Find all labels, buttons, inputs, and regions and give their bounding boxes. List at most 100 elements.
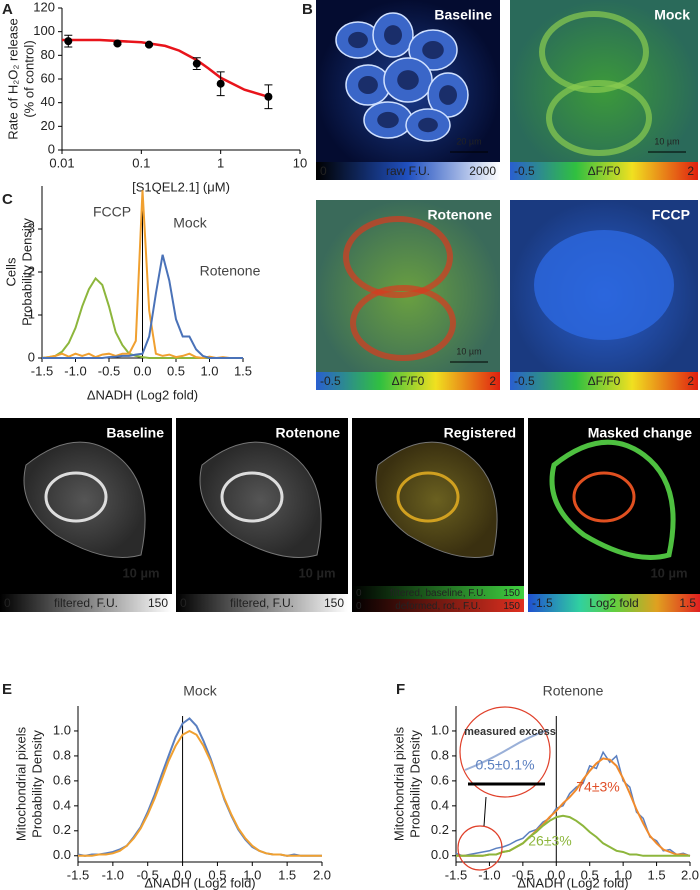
colorbar-max: 2 bbox=[687, 374, 694, 388]
image-label: FCCP bbox=[652, 207, 690, 223]
x-tick-label: 1.5 bbox=[234, 363, 252, 378]
legend-label: Rotenone bbox=[200, 263, 261, 279]
y-tick-label: 120 bbox=[33, 0, 55, 14]
colorbar-min: 0 bbox=[356, 588, 362, 599]
data-point bbox=[192, 59, 201, 68]
colorbar bbox=[316, 372, 500, 390]
y-axis-label: Mitochondrial pixels bbox=[13, 726, 28, 841]
scale-bar-label: 10 µm bbox=[456, 346, 481, 356]
cell-shape bbox=[350, 285, 456, 361]
y-tick-label: 1.0 bbox=[431, 722, 449, 737]
series-line bbox=[78, 729, 322, 857]
colorbar bbox=[0, 594, 172, 612]
colorbar-max: 150 bbox=[324, 596, 344, 610]
scale-bar-label: 10 µm bbox=[298, 565, 335, 580]
nucleus bbox=[418, 117, 438, 133]
x-tick-label: 0.0 bbox=[174, 867, 192, 882]
y-tick-label: 100 bbox=[33, 23, 55, 38]
nucleus bbox=[220, 471, 284, 523]
colorbar-label: filtered, F.U. bbox=[54, 596, 118, 610]
x-tick-label: 1.0 bbox=[243, 867, 261, 882]
panel-letter: A bbox=[2, 1, 13, 18]
colorbar-label: Log2 fold bbox=[589, 596, 638, 610]
nucleus bbox=[439, 85, 457, 105]
y-tick-label: 0.2 bbox=[431, 822, 449, 837]
image-label: Rotenone bbox=[275, 425, 340, 441]
x-tick-label: 0.5 bbox=[208, 867, 226, 882]
y-tick-label: 0.0 bbox=[431, 847, 449, 862]
series-line bbox=[41, 190, 243, 360]
zoom-circle bbox=[457, 825, 503, 871]
data-point bbox=[216, 79, 225, 88]
colorbar-max: 2 bbox=[687, 164, 694, 178]
image-label: Rotenone bbox=[427, 207, 492, 223]
colorbar-max: 2 bbox=[489, 374, 496, 388]
nucleus bbox=[377, 111, 399, 129]
x-tick-label: -0.5 bbox=[98, 363, 120, 378]
fit-curve bbox=[62, 38, 269, 98]
panel-letter: E bbox=[2, 681, 12, 698]
cell-shape bbox=[539, 11, 649, 93]
colorbar-min: 0 bbox=[4, 596, 11, 610]
image-label: Baseline bbox=[434, 7, 492, 23]
nucleus bbox=[396, 471, 460, 523]
annotation: measured excess bbox=[464, 726, 556, 738]
x-axis-label: ΔNADH (Log2 fold) bbox=[87, 387, 198, 402]
colorbar-label: deformed, rot., F.U. bbox=[395, 601, 481, 612]
cell-shape bbox=[23, 441, 146, 558]
x-tick-label: -1.5 bbox=[31, 363, 53, 378]
colorbar bbox=[510, 162, 698, 180]
zoom-connector bbox=[483, 796, 487, 827]
nucleus bbox=[384, 25, 402, 45]
colorbar-min: 0 bbox=[356, 601, 362, 612]
colorbar bbox=[316, 162, 500, 180]
colorbar-min: 0 bbox=[180, 596, 187, 610]
y-axis-label: (% of control) bbox=[21, 40, 36, 117]
nucleus bbox=[348, 31, 368, 49]
colorbar bbox=[510, 372, 698, 390]
scale-bar-label: 10 µm bbox=[654, 136, 679, 146]
y-tick-label: 40 bbox=[41, 94, 55, 109]
image-label: Masked change bbox=[588, 425, 692, 441]
image-label: Baseline bbox=[106, 425, 164, 441]
x-axis-label: ΔNADH (Log2 fold) bbox=[517, 875, 628, 890]
x-tick-label: -1.5 bbox=[445, 867, 467, 882]
x-tick-label: -0.5 bbox=[137, 867, 159, 882]
nucleus bbox=[422, 41, 444, 59]
annotation: 26±3% bbox=[528, 833, 572, 849]
x-tick-label: 0.0 bbox=[133, 363, 151, 378]
x-tick-label: -0.5 bbox=[512, 867, 534, 882]
y-tick-label: 20 bbox=[41, 118, 55, 133]
colorbar-max: 150 bbox=[503, 588, 520, 599]
x-tick-label: 1.0 bbox=[614, 867, 632, 882]
y-axis-label: Probability Density bbox=[29, 730, 44, 838]
series-line bbox=[456, 814, 690, 857]
cell-shape bbox=[375, 441, 498, 558]
panel-letter: B bbox=[302, 1, 313, 18]
annotation: 0.5±0.1% bbox=[475, 757, 534, 773]
y-tick-label: 0.4 bbox=[431, 797, 449, 812]
panel-letter: C bbox=[2, 191, 13, 208]
data-point bbox=[113, 39, 122, 48]
x-axis-label: ΔNADH (Log2 fold) bbox=[144, 875, 255, 890]
colorbar-label: raw F.U. bbox=[386, 164, 430, 178]
y-tick-label: 0.2 bbox=[53, 822, 71, 837]
scale-bar-label: 10 µm bbox=[650, 565, 687, 580]
y-tick-label: 1.0 bbox=[53, 722, 71, 737]
x-axis-label: [S1QEL2.1] (μM) bbox=[132, 179, 230, 194]
colorbar-max: 2000 bbox=[469, 164, 496, 178]
colorbar-min: -1.5 bbox=[532, 596, 553, 610]
colorbar-max: 150 bbox=[148, 596, 168, 610]
y-tick-label: 0.8 bbox=[53, 747, 71, 762]
y-tick-label: 0.8 bbox=[431, 747, 449, 762]
x-tick-label: -1.0 bbox=[102, 867, 124, 882]
series-line bbox=[42, 254, 243, 359]
colorbar-min: -0.5 bbox=[320, 374, 341, 388]
colorbar-label: filtered, baseline, F.U. bbox=[390, 588, 486, 599]
colorbar-label: ΔF/F0 bbox=[392, 374, 425, 388]
y-tick-label: 60 bbox=[41, 70, 55, 85]
inset-trace bbox=[464, 729, 549, 771]
y-tick-label: 0.6 bbox=[431, 772, 449, 787]
x-tick-label: 2.0 bbox=[681, 867, 699, 882]
